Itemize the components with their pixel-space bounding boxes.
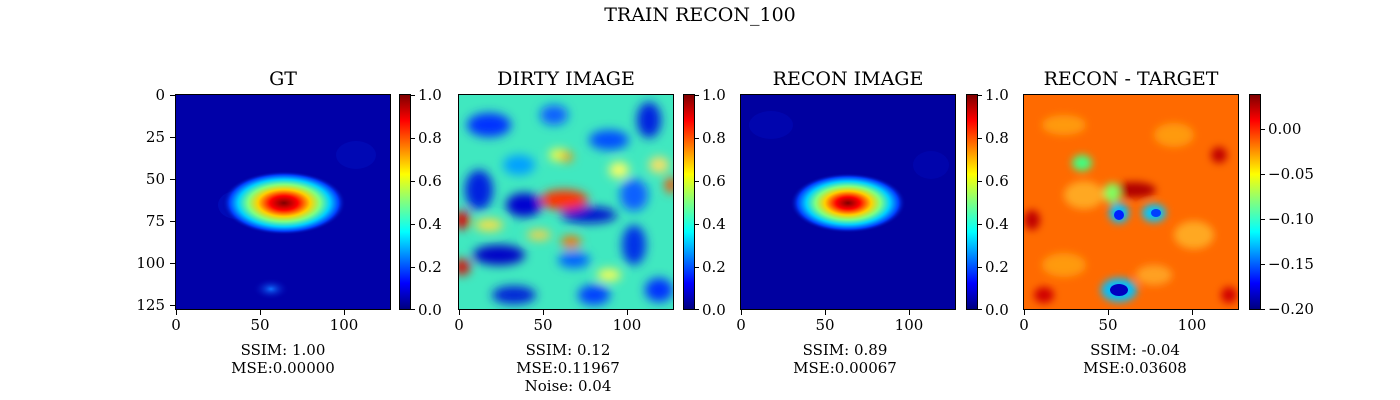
colorbar-tick: 0.00 [1268,120,1302,138]
x-tick: 100 [1177,316,1207,334]
dirty-colorbar [683,94,695,310]
colorbar-tick: 0.0 [418,301,442,319]
y-tick: 100 [136,254,165,272]
colorbar-tick: 1.0 [702,86,726,104]
ssim-label: SSIM: 1.00 [240,341,326,359]
colorbar-tick: −0.05 [1268,165,1314,183]
colorbar-tick: −0.15 [1268,255,1314,273]
colorbar-tick: 0.4 [985,215,1009,233]
x-tick: 100 [329,316,359,334]
panel-title-diff: RECON - TARGET [1043,68,1219,90]
colorbar-tick: −0.10 [1268,210,1314,228]
x-tick: 0 [736,316,746,334]
panel-title-dirty: DIRTY IMAGE [497,68,635,90]
x-tick: 50 [815,316,835,334]
mse-label: MSE:0.11967 [516,359,620,377]
x-tick: 0 [454,316,464,334]
colorbar-tick: 0.6 [702,172,726,190]
diff-metrics: SSIM: -0.04 MSE:0.03608 [1045,341,1225,377]
colorbar-tick: 0.6 [418,172,442,190]
gt-colorbar [399,94,411,310]
colorbar-tick: 0.8 [418,129,442,147]
colorbar-tick: −0.20 [1268,300,1314,318]
gt-heatmap [175,94,391,310]
y-tick: 25 [145,128,165,146]
colorbar-tick: 0.8 [702,129,726,147]
y-tick: 0 [155,86,165,104]
colorbar-tick: 0.6 [985,172,1009,190]
colorbar-tick: 0.0 [702,301,726,319]
ssim-label: SSIM: 0.12 [525,341,611,359]
colorbar-tick: 0.2 [702,258,726,276]
ssim-label: SSIM: -0.04 [1090,341,1180,359]
colorbar-tick: 0.2 [985,258,1009,276]
mse-label: MSE:0.03608 [1083,359,1187,377]
panel-title-recon: RECON IMAGE [772,68,924,90]
recon-colorbar [966,94,978,310]
colorbar-tick: 1.0 [985,86,1009,104]
x-tick: 0 [171,316,181,334]
gt-metrics: SSIM: 1.00 MSE:0.00000 [193,341,373,377]
colorbar-tick: 0.4 [418,215,442,233]
noise-label: Noise: 0.04 [524,377,612,395]
mse-label: MSE:0.00000 [231,359,335,377]
recon-metrics: SSIM: 0.89 MSE:0.00067 [755,341,935,377]
x-tick: 50 [1098,316,1118,334]
colorbar-tick: 0.8 [985,129,1009,147]
x-tick: 0 [1019,316,1029,334]
colorbar-tick: 0.2 [418,258,442,276]
y-tick: 50 [145,170,165,188]
x-tick: 50 [533,316,553,334]
recon-heatmap [740,94,956,310]
diff-heatmap [1023,94,1239,310]
x-tick: 50 [250,316,270,334]
colorbar-tick: 0.0 [985,301,1009,319]
colorbar-tick: 0.4 [702,215,726,233]
dirty-heatmap [458,94,674,310]
y-tick: 125 [136,296,165,314]
dirty-metrics: SSIM: 0.12 MSE:0.11967 Noise: 0.04 [478,341,658,395]
x-tick: 100 [894,316,924,334]
x-tick: 100 [612,316,642,334]
y-tick: 75 [145,212,165,230]
panel-title-gt: GT [269,68,297,90]
ssim-label: SSIM: 0.89 [802,341,888,359]
figure-title: TRAIN RECON_100 [604,4,796,26]
colorbar-tick: 1.0 [418,86,442,104]
mse-label: MSE:0.00067 [793,359,897,377]
diff-colorbar [1249,94,1261,310]
